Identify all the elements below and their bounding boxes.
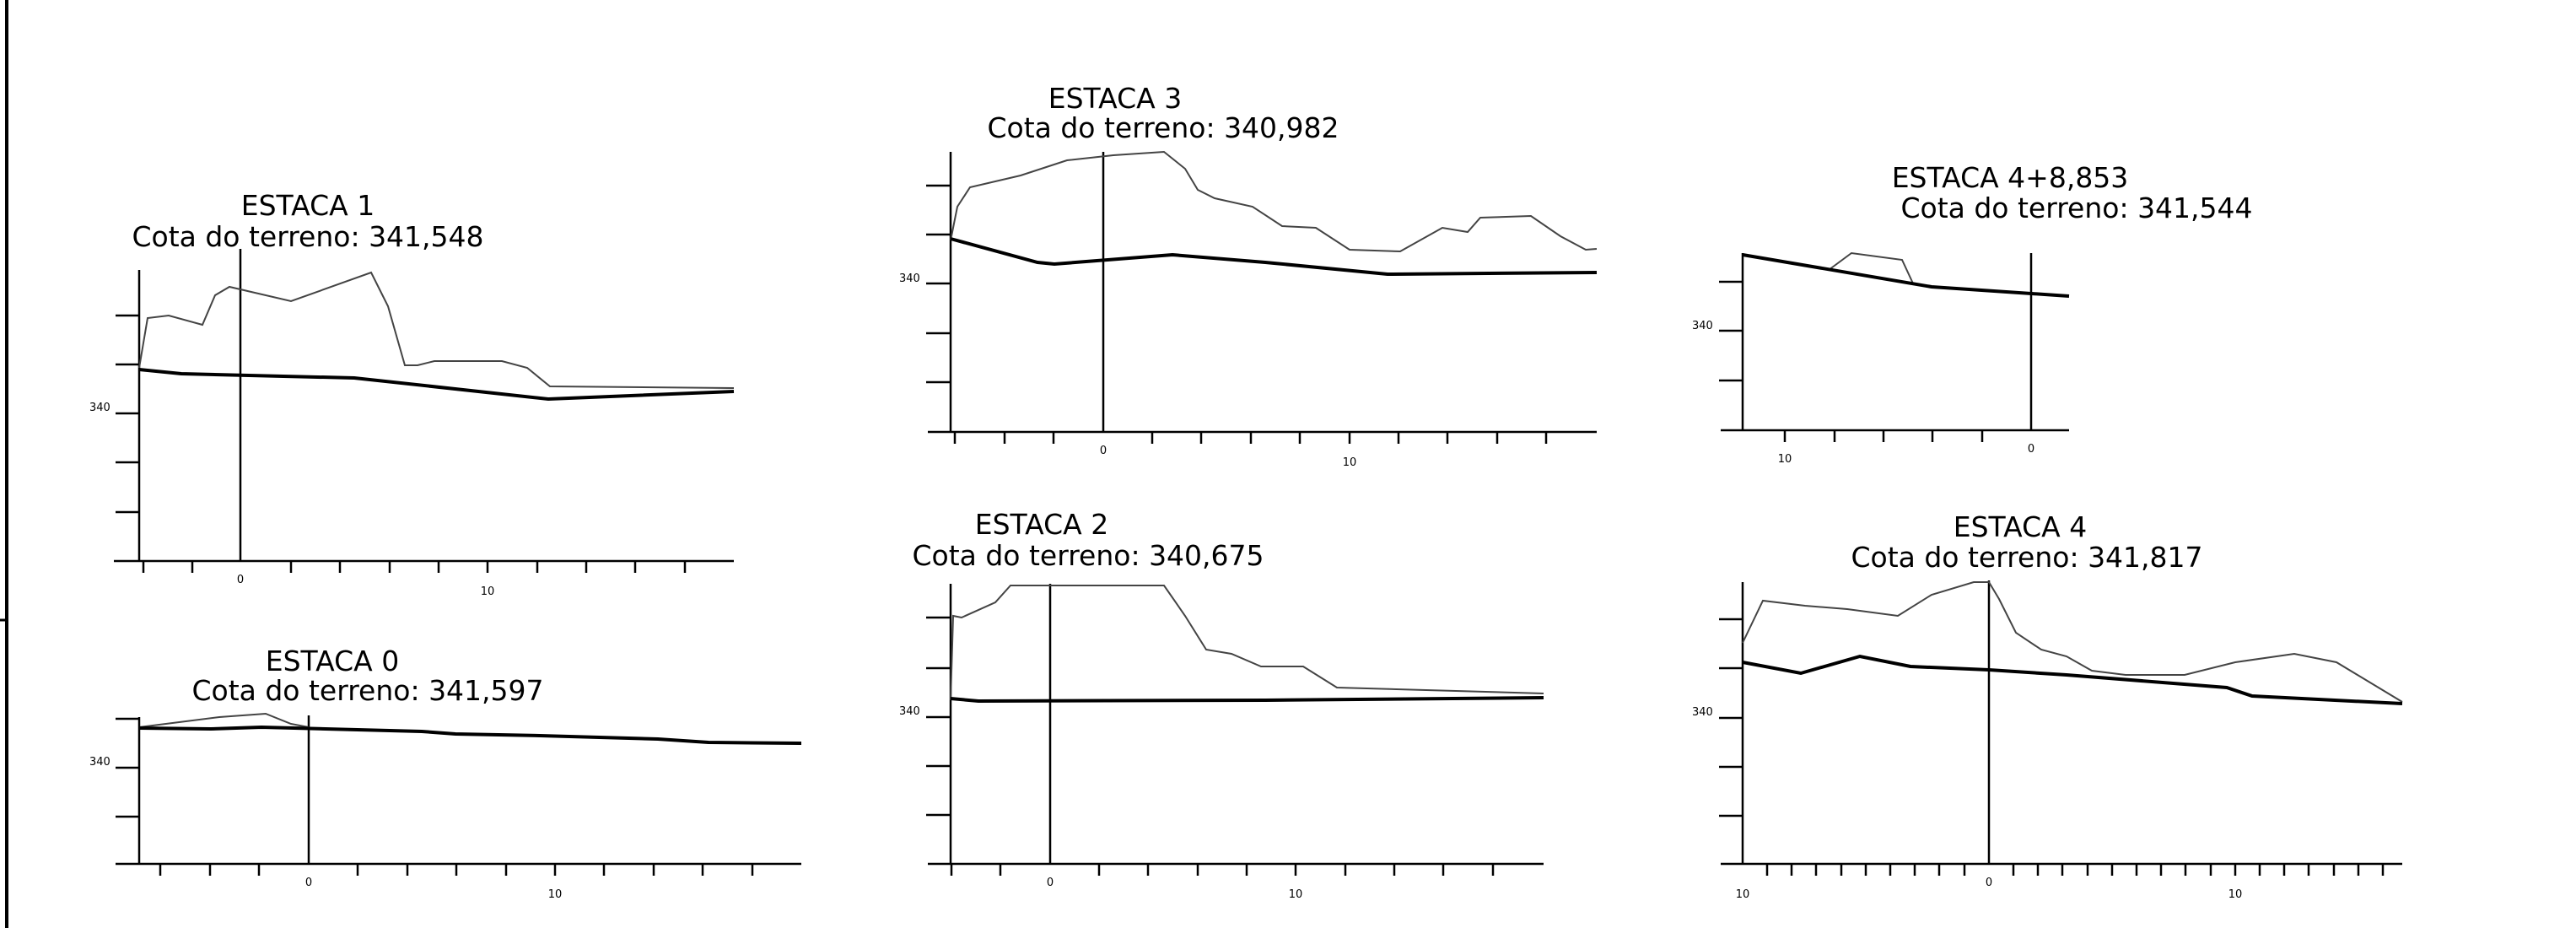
platform-profile <box>138 725 802 745</box>
section-estaca-4-8-853: ESTACA 4+8,853 Cota do terreno: 341,544 … <box>1692 161 2253 466</box>
section-title: ESTACA 4 <box>1954 510 2088 543</box>
elevation-label: 340 <box>89 402 110 414</box>
section-estaca-3: ESTACA 3 Cota do terreno: 340,982 <box>899 82 1598 469</box>
terrain-profile <box>950 585 1544 701</box>
section-title: ESTACA 0 <box>266 645 400 677</box>
x-tick-label: 10 <box>2228 888 2243 901</box>
section-axes <box>1719 580 2402 876</box>
x-tick-label: 10 <box>1343 456 1357 469</box>
x-tick-label: 10 <box>548 888 563 901</box>
terrain-profile <box>138 712 310 728</box>
section-subtitle: Cota do terreno: 341,597 <box>191 674 543 707</box>
platform-profile <box>950 696 1544 704</box>
terrain-profile <box>1828 251 1914 284</box>
platform-profile <box>138 368 735 402</box>
terrain-profile <box>138 271 735 389</box>
section-title: ESTACA 4+8,853 <box>1892 161 2129 194</box>
section-title: ESTACA 3 <box>1048 82 1183 115</box>
x-tick-label: 10 <box>1289 888 1303 901</box>
terrain-profile <box>950 150 1598 253</box>
section-subtitle: Cota do terreno: 341,817 <box>1851 541 2202 574</box>
section-subtitle: Cota do terreno: 341,544 <box>1900 192 2252 224</box>
platform-profile <box>1742 253 2070 298</box>
elevation-label: 340 <box>899 705 920 718</box>
section-axes <box>1719 253 2069 442</box>
x-tick-label: 0 <box>1986 877 1992 889</box>
section-subtitle: Cota do terreno: 340,982 <box>987 111 1339 144</box>
section-estaca-4: ESTACA 4 Cota do terreno: 341,817 <box>1692 510 2403 901</box>
x-tick-label: 0 <box>1100 445 1107 457</box>
section-axes <box>114 249 734 573</box>
x-tick-label: 10 <box>1778 453 1792 466</box>
section-axes <box>926 152 1597 444</box>
section-estaca-0: ESTACA 0 Cota do terreno: 341,597 340 0 <box>89 645 802 901</box>
elevation-label: 340 <box>899 272 920 285</box>
section-title: ESTACA 2 <box>975 508 1109 541</box>
section-subtitle: Cota do terreno: 341,548 <box>132 220 483 253</box>
elevation-label: 340 <box>1692 706 1713 719</box>
section-title: ESTACA 1 <box>241 189 375 222</box>
elevation-label: 340 <box>89 756 110 769</box>
section-axes <box>926 584 1544 876</box>
x-tick-label: 0 <box>305 877 312 889</box>
platform-profile <box>950 237 1598 277</box>
x-tick-label: 10 <box>481 585 495 598</box>
x-tick-label: 0 <box>1047 877 1054 889</box>
x-tick-label: 0 <box>2028 443 2034 456</box>
elevation-label: 340 <box>1692 320 1713 332</box>
section-axes <box>116 715 801 876</box>
terrain-profile <box>1742 581 2403 703</box>
x-tick-label: 10 <box>1736 888 1750 901</box>
x-tick-label: 0 <box>237 574 244 586</box>
section-subtitle: Cota do terreno: 340,675 <box>912 539 1264 572</box>
section-estaca-1: ESTACA 1 Cota do terreno: 341,548 340 <box>89 189 735 598</box>
platform-profile <box>1742 654 2403 705</box>
section-estaca-2: ESTACA 2 Cota do terreno: 340,675 340 <box>899 508 1544 901</box>
